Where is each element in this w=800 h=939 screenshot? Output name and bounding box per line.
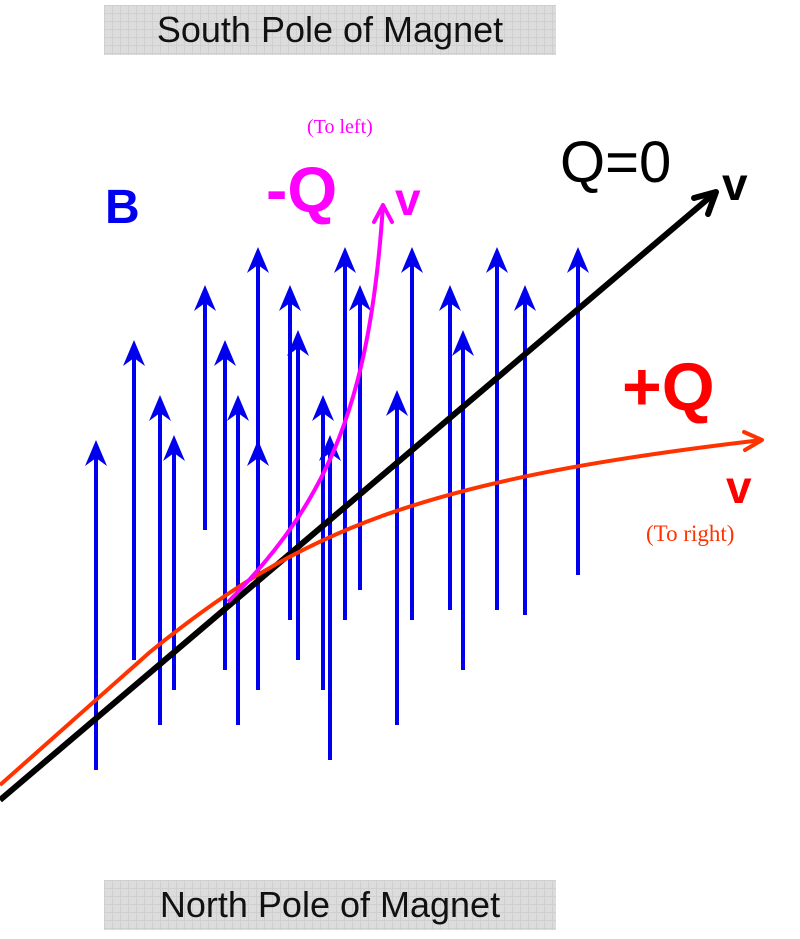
negative-direction-label: (To left) — [307, 116, 373, 138]
field-arrow — [149, 395, 171, 725]
arrow-up-icon — [85, 440, 107, 466]
arrow-up-icon — [486, 247, 508, 273]
arrow-up-icon — [514, 285, 536, 311]
arrow-up-icon — [123, 340, 145, 366]
field-arrow — [123, 340, 145, 660]
field-arrow — [279, 285, 301, 620]
north-pole-label: North Pole of Magnet — [104, 880, 556, 930]
negative-velocity-label: v — [395, 173, 421, 225]
arrow-up-icon — [227, 395, 249, 421]
field-arrow — [247, 247, 269, 600]
arrow-up-icon — [567, 247, 589, 273]
field-arrow — [227, 395, 249, 725]
arrow-up-icon — [452, 330, 474, 356]
field-arrow — [214, 340, 236, 670]
positive-velocity-label: v — [726, 461, 752, 513]
field-arrow — [439, 285, 461, 610]
positive-path-arrowhead — [742, 430, 764, 452]
field-arrow — [514, 285, 536, 615]
arrow-up-icon — [439, 285, 461, 311]
field-arrow — [319, 435, 341, 760]
neutral-path-arrowhead — [691, 189, 719, 217]
arrow-up-icon — [194, 285, 216, 311]
south-pole-label: South Pole of Magnet — [104, 5, 556, 55]
neutral-charge-label: Q=0 — [560, 130, 671, 195]
neutral-particle-path — [0, 189, 719, 803]
arrow-up-icon — [401, 247, 423, 273]
positive-direction-label: (To right) — [646, 521, 734, 546]
arrow-up-icon — [149, 395, 171, 421]
arrow-up-icon — [312, 395, 334, 421]
arrow-up-icon — [349, 285, 371, 311]
field-arrow — [194, 285, 216, 530]
neutral-velocity-label: v — [722, 158, 748, 210]
negative-path-curve — [226, 204, 385, 604]
positive-charge-label: +Q — [622, 349, 715, 425]
field-arrow — [334, 247, 356, 620]
negative-charge-label: -Q — [266, 154, 337, 226]
positive-particle-path — [0, 430, 764, 787]
neutral-path-line — [0, 189, 718, 803]
field-arrow — [312, 395, 334, 690]
field-arrow — [401, 247, 423, 620]
positive-path-curve — [0, 438, 763, 787]
field-arrow — [349, 285, 371, 590]
negative-particle-path — [226, 203, 394, 604]
arrow-up-icon — [334, 247, 356, 273]
magnetic-field-lines — [85, 247, 589, 770]
field-arrow — [287, 330, 309, 660]
field-arrow — [567, 247, 589, 575]
negative-path-arrowhead — [372, 203, 394, 224]
arrow-up-icon — [386, 390, 408, 416]
arrow-up-icon — [214, 340, 236, 366]
field-arrow — [486, 247, 508, 610]
field-arrow — [386, 390, 408, 725]
arrow-up-icon — [319, 435, 341, 461]
arrow-up-icon — [279, 285, 301, 311]
field-arrow — [452, 330, 474, 670]
arrow-up-icon — [163, 435, 185, 461]
arrow-up-icon — [247, 247, 269, 273]
arrow-up-icon — [287, 330, 309, 356]
field-label: B — [105, 181, 140, 234]
